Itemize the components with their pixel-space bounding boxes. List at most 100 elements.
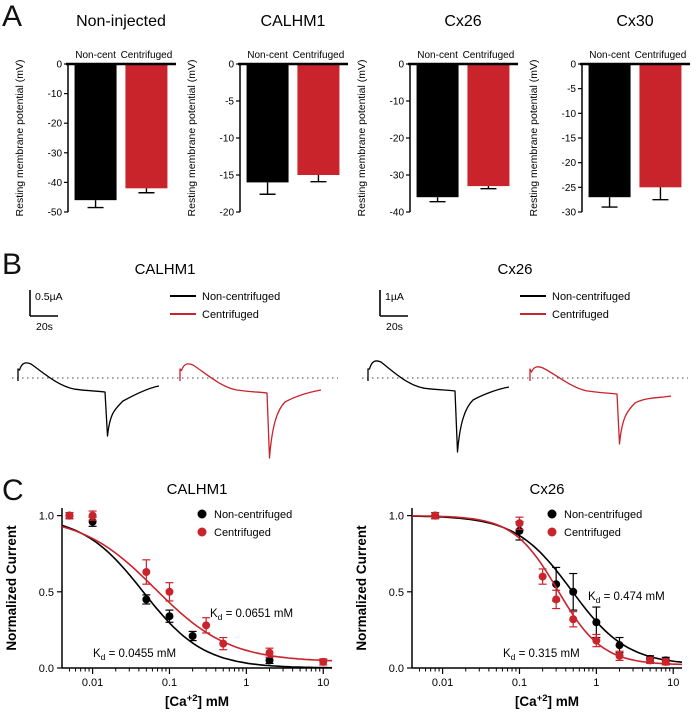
bar-chart-cx30: Cx30 Resting membrane potential (mV) 0 -5 -1… bbox=[528, 13, 690, 219]
category-label: Centrifuged bbox=[635, 50, 687, 61]
category-label: Centrifuged bbox=[463, 50, 515, 61]
current-trace bbox=[179, 363, 322, 459]
legend-label: Non-centrifuged bbox=[214, 509, 292, 521]
bar bbox=[588, 64, 631, 198]
data-point bbox=[615, 651, 624, 660]
category-label: Non-cent bbox=[75, 50, 116, 61]
panel-label-c: C bbox=[2, 474, 24, 507]
dose-response-cx26: Cx26 Normalized Current [Ca+2] mM 0.0 0.5 1.0… bbox=[354, 481, 683, 709]
y-axis-label: Resting membrane potential (mV) bbox=[14, 60, 26, 217]
fit-curve bbox=[61, 525, 333, 662]
bar-chart-non-injected: Non-injected Resting membrane potential (… bbox=[14, 13, 176, 219]
bar-chart-calhm1: CALHM1 Resting membrane potential (mV) 0 -5… bbox=[186, 13, 348, 219]
legend-label: Non-centrifuged bbox=[202, 291, 280, 303]
y-tick-label: 0.5 bbox=[389, 587, 404, 599]
panel-label-a: A bbox=[2, 0, 23, 33]
x-axis-label: [Ca+2] mM bbox=[515, 693, 579, 709]
current-trace bbox=[529, 366, 672, 445]
legend-label: Centrifuged bbox=[202, 309, 259, 321]
legend-dot bbox=[197, 527, 207, 537]
bar bbox=[416, 64, 459, 198]
data-point bbox=[646, 656, 655, 665]
data-point bbox=[142, 568, 151, 576]
bar bbox=[297, 64, 340, 175]
data-point bbox=[552, 580, 561, 589]
data-point bbox=[515, 519, 524, 528]
data-point bbox=[431, 511, 440, 520]
legend-label: Centrifuged bbox=[214, 527, 271, 539]
data-point bbox=[265, 656, 274, 665]
data-point bbox=[615, 641, 624, 650]
x-tick-label: 0.1 bbox=[512, 677, 527, 689]
bar bbox=[246, 64, 289, 183]
y-tick-label: 0 bbox=[398, 60, 404, 71]
chart-title: CALHM1 bbox=[135, 261, 196, 278]
y-tick-label: -40 bbox=[390, 208, 405, 219]
y-tick-label: -30 bbox=[562, 208, 577, 219]
data-point bbox=[165, 612, 174, 621]
y-tick-label: 0 bbox=[56, 60, 62, 71]
data-point bbox=[142, 595, 151, 604]
current-trace bbox=[17, 362, 160, 437]
y-tick-label: 0.5 bbox=[39, 587, 54, 599]
kd-annotation: Kd = 0.315 mM bbox=[503, 648, 580, 662]
chart-title: Cx30 bbox=[616, 13, 653, 30]
scalebar-time-label: 20s bbox=[386, 321, 403, 333]
data-point bbox=[661, 657, 670, 666]
data-point bbox=[592, 636, 601, 645]
data-point bbox=[202, 621, 211, 630]
legend-dot bbox=[547, 509, 557, 519]
y-tick-label: 1.0 bbox=[39, 511, 54, 523]
x-tick-label: 1 bbox=[243, 677, 249, 689]
data-point bbox=[319, 657, 328, 666]
trace-plot-cx26: Cx26 1µA 20s Non-centrifuged Centrifuged bbox=[362, 261, 688, 453]
category-label: Non-cent bbox=[417, 50, 458, 61]
fit-curve bbox=[411, 515, 683, 663]
x-tick-label: 1 bbox=[593, 677, 599, 689]
x-tick-label: 10 bbox=[317, 677, 329, 689]
x-tick-label: 0.1 bbox=[162, 677, 177, 689]
y-tick-label: 1.0 bbox=[389, 511, 404, 523]
data-point bbox=[569, 615, 578, 624]
y-tick-label: 0 bbox=[570, 60, 576, 71]
y-tick-label: -30 bbox=[48, 148, 63, 159]
chart-title: Cx26 bbox=[444, 13, 481, 30]
y-axis-label: Normalized Current bbox=[4, 525, 19, 651]
trace-plot-calhm1: CALHM1 0.5µA 20s Non-centrifuged Centrifuged bbox=[12, 261, 338, 459]
x-tick-label: 10 bbox=[667, 677, 679, 689]
y-tick-label: -30 bbox=[390, 171, 405, 182]
scalebar-amplitude-label: 1µA bbox=[385, 291, 404, 303]
data-point bbox=[538, 572, 547, 581]
dose-response-calhm1: CALHM1 Normalized Current [Ca+2] mM 0.0 0.5 1… bbox=[4, 481, 333, 709]
data-point bbox=[188, 632, 197, 640]
y-tick-label: -40 bbox=[48, 178, 63, 189]
legend-label: Centrifuged bbox=[564, 527, 621, 539]
chart-title: CALHM1 bbox=[167, 481, 228, 498]
y-tick-label: -10 bbox=[562, 109, 577, 120]
bar bbox=[125, 64, 168, 189]
y-tick-label: 0.0 bbox=[39, 663, 54, 675]
data-point bbox=[569, 587, 578, 596]
category-label: Centrifuged bbox=[293, 50, 345, 61]
fit-curve bbox=[411, 515, 683, 666]
y-tick-label: -15 bbox=[220, 171, 235, 182]
y-axis-label: Resting membrane potential (mV) bbox=[186, 60, 198, 217]
x-tick-label: 0.01 bbox=[432, 677, 453, 689]
bar bbox=[639, 64, 682, 188]
kd-annotation: Kd = 0.0651 mM bbox=[210, 608, 293, 622]
legend-label: Non-centrifuged bbox=[564, 509, 642, 521]
data-point bbox=[165, 587, 174, 596]
legend-dot bbox=[547, 527, 557, 537]
y-axis-label: Resting membrane potential (mV) bbox=[528, 60, 540, 217]
y-tick-label: -25 bbox=[562, 183, 577, 194]
data-point bbox=[265, 648, 274, 657]
y-tick-label: -15 bbox=[562, 134, 577, 145]
y-tick-label: 0 bbox=[228, 60, 234, 71]
kd-annotation: Kd = 0.474 mM bbox=[588, 591, 665, 605]
chart-title: Cx26 bbox=[529, 481, 564, 498]
current-trace bbox=[367, 360, 510, 453]
data-point bbox=[552, 595, 561, 604]
legend-label: Non-centrifuged bbox=[552, 291, 630, 303]
y-tick-label: 0.0 bbox=[389, 663, 404, 675]
x-axis-label: [Ca+2] mM bbox=[165, 693, 229, 709]
